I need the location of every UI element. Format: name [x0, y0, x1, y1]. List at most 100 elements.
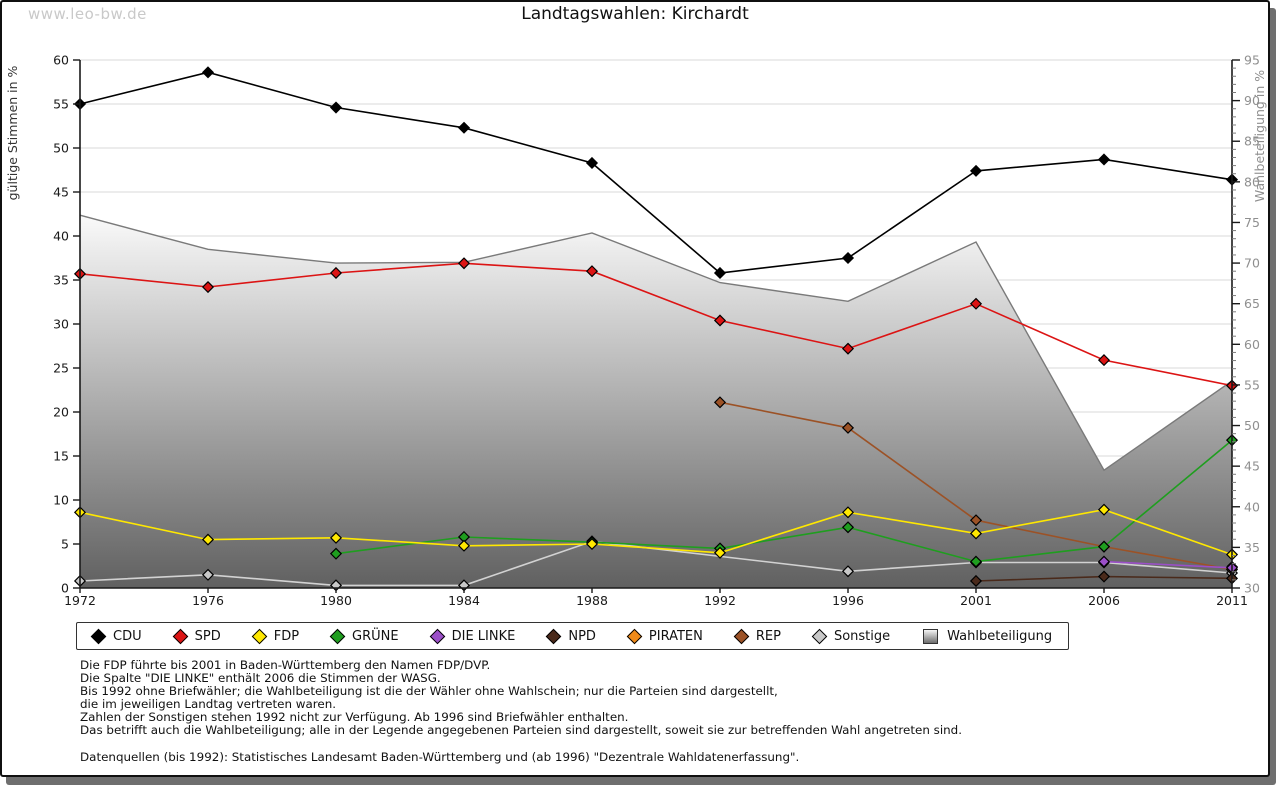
right-tick-label: 75 [1244, 215, 1260, 230]
left-tick-label: 50 [53, 141, 69, 156]
right-tick-label: 90 [1244, 93, 1260, 108]
data-marker-SPD [457, 257, 471, 270]
series-line-DIE LINKE [1103, 560, 1233, 569]
legend-label: PIRATEN [648, 628, 703, 644]
footnote-line: die im jeweiligen Landtag vertreten ware… [80, 697, 337, 712]
left-tick-label: 20 [53, 405, 69, 420]
right-tick-label: 60 [1244, 337, 1260, 352]
right-axis-title: Wahlbeteiligung in % [1252, 70, 1267, 202]
legend-swatch-diamond [546, 628, 562, 644]
left-tick-label: 55 [53, 97, 69, 112]
left-tick-label: 30 [53, 317, 69, 332]
data-marker-FDP [713, 546, 727, 559]
right-tick-label: 85 [1244, 134, 1260, 149]
data-marker-SPD [201, 280, 215, 294]
footnote-line [80, 738, 962, 751]
data-marker-FDP [585, 537, 599, 551]
series-line-CDU [79, 71, 1233, 274]
data-marker-NPD [1097, 570, 1111, 583]
data-marker-REP [713, 396, 727, 409]
footnote-line: Bis 1992 ohne Briefwähler; die Wahlbetei… [80, 684, 778, 699]
legend-swatch-diamond [626, 628, 643, 644]
data-marker-GRÜNE [841, 521, 855, 534]
election-chart: 0 5 10 15 20 25 30 35 40 45 50 55 60 30 35 40 45 50 55 60 65… [5, 53, 1267, 609]
data-marker-CDU [457, 121, 471, 134]
legend-swatch-square [923, 628, 939, 644]
legend-item-DIE LINKE: DIE LINKE [429, 628, 516, 644]
data-marker-CDU [841, 251, 855, 265]
legend-swatch-diamond [90, 628, 107, 644]
turnout-area [80, 215, 1232, 588]
legend-label: REP [755, 628, 781, 644]
chart-legend: CDU SPD FDP GRÜNE DIE LINKE NPD PIRATEN REP Sons… [76, 622, 1070, 650]
source-line: Datenquellen (bis 1992): Statistisches L… [80, 749, 800, 764]
legend-item-FDP: FDP [251, 628, 299, 644]
left-tick-label: 60 [53, 53, 69, 68]
data-marker-CDU [1097, 153, 1111, 166]
data-marker-CDU [201, 66, 215, 79]
legend-label: NPD [568, 628, 596, 644]
left-tick-label: 45 [53, 185, 69, 200]
legend-item-NPD: NPD [546, 628, 596, 644]
data-marker-GRÜNE [329, 547, 343, 560]
x-tick-label: 2001 [960, 593, 992, 608]
right-tick-label: 70 [1244, 256, 1260, 271]
data-marker-GRÜNE [1097, 540, 1111, 553]
data-marker-CDU [713, 266, 727, 280]
x-tick-label: 1976 [192, 593, 224, 608]
legend-label: GRÜNE [352, 628, 399, 644]
page-title: Landtagswahlen: Kirchardt [521, 4, 749, 24]
data-marker-SPD [969, 297, 983, 310]
right-tick-label: 50 [1244, 418, 1260, 433]
legend-item-SPD: SPD [172, 628, 221, 644]
footnotes: Die FDP führte bis 2001 in Baden-Württem… [80, 658, 963, 764]
series-line-SPD [79, 262, 1233, 387]
legend-swatch-diamond [429, 628, 445, 644]
legend-item-PIRATEN: PIRATEN [626, 628, 703, 644]
legend-label: SPD [194, 628, 221, 644]
x-tick-label: 1980 [320, 593, 352, 608]
left-tick-label: 0 [61, 581, 69, 596]
legend-label: DIE LINKE [451, 628, 516, 644]
data-marker-REP [841, 421, 855, 434]
right-tick-label: 65 [1244, 296, 1260, 311]
right-tick-label: 80 [1244, 174, 1260, 189]
data-marker-FDP [1097, 503, 1111, 516]
footnote-line: Die FDP führte bis 2001 in Baden-Württem… [80, 658, 491, 672]
right-tick-label: 30 [1244, 581, 1260, 596]
legend-label: CDU [113, 628, 142, 644]
data-marker-CDU [969, 164, 983, 177]
legend-item-GRÜNE: GRÜNE [329, 628, 399, 644]
x-tick-label: 1992 [704, 593, 736, 608]
legend-item-Sonstige: Sonstige [811, 628, 891, 644]
data-marker-CDU [329, 101, 343, 114]
left-tick-label: 10 [53, 493, 69, 508]
data-marker-CDU [585, 156, 599, 170]
legend-swatch-diamond [811, 628, 828, 644]
footnote-line: Zahlen der Sonstigen stehen 1992 nicht z… [80, 710, 629, 725]
data-marker-GRÜNE [969, 555, 983, 568]
data-marker-SPD [329, 266, 343, 280]
data-marker-SPD [1097, 354, 1111, 367]
left-tick-label: 25 [53, 361, 69, 376]
legend-label: Sonstige [833, 628, 891, 644]
legend-swatch-diamond [733, 628, 750, 644]
data-marker-Sonstige [841, 565, 855, 578]
legend-item-Wahlbeteiligung: Wahlbeteiligung [923, 628, 1053, 644]
x-tick-label: 1996 [832, 593, 864, 608]
left-tick-label: 5 [61, 537, 69, 552]
left-tick-label: 15 [53, 449, 69, 464]
right-tick-label: 40 [1244, 499, 1260, 514]
watermark: www.leo-bw.de [28, 5, 147, 23]
right-tick-label: 45 [1244, 459, 1260, 474]
footnote-line: Das betrifft auch die Wahlbeteiligung; a… [80, 723, 963, 738]
x-tick-label: 1972 [64, 593, 96, 608]
right-tick-label: 55 [1244, 377, 1260, 392]
data-marker-FDP [969, 527, 983, 540]
legend-swatch-diamond [172, 628, 188, 644]
legend-label: Wahlbeteiligung [947, 628, 1053, 644]
data-marker-FDP [841, 506, 855, 519]
x-tick-label: 1988 [576, 593, 608, 608]
data-marker-SPD [841, 342, 855, 355]
data-marker-NPD [969, 574, 983, 588]
